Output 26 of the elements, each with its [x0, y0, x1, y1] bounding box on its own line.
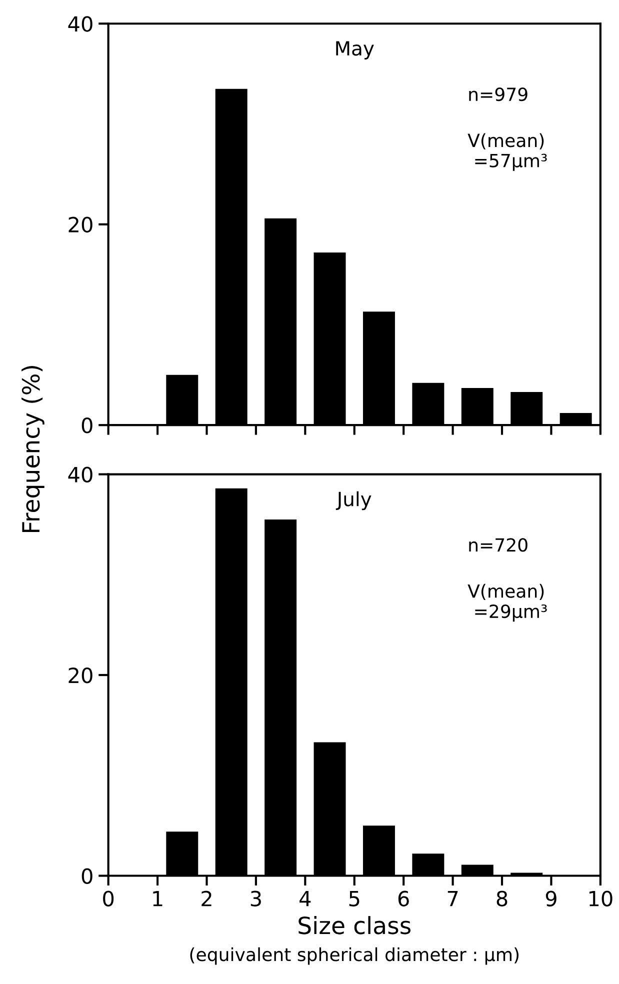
y-tick-label: 20	[68, 216, 92, 233]
x-tick-label: 5	[349, 890, 360, 906]
x-tick-label: 8	[496, 890, 508, 906]
x-axis-title: Size class	[298, 916, 411, 934]
x-tick-label: 10	[589, 890, 612, 906]
x-tick-label: 1	[153, 890, 162, 906]
annotation: n=720	[469, 538, 528, 552]
y-axis-title: Frequency (%)	[22, 366, 44, 532]
x-tick-label: 2	[202, 890, 212, 906]
y-tick-label: 0	[82, 418, 92, 434]
y-tick-label: 20	[68, 667, 92, 684]
y-tick-label: 0	[82, 868, 92, 884]
y-tick-label: 40	[68, 16, 92, 32]
text: July	[336, 491, 372, 510]
x-tick-label: 7	[448, 890, 458, 906]
x-tick-label: 9	[546, 890, 556, 906]
x-tick-label: 6	[398, 890, 409, 906]
annotation: V(mean) =29µm³	[468, 584, 547, 622]
y-tick-label: 40	[68, 466, 92, 482]
annotation: V(mean) =57µm³	[468, 133, 547, 171]
x-tick-label: 3	[250, 890, 261, 906]
text: May	[336, 41, 374, 60]
x-tick-label: 4	[300, 890, 311, 906]
annotation: n=979	[469, 87, 528, 102]
x-tick-label: 0	[103, 890, 114, 906]
text: (equivalent spherical diameter : µm)	[190, 947, 518, 965]
